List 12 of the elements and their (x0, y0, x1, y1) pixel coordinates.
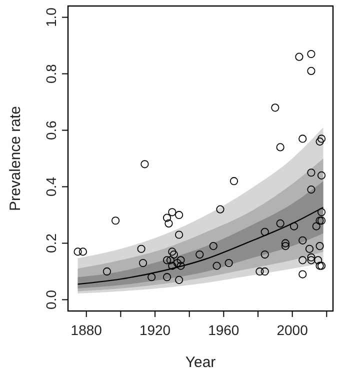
x-axis-title: Year (185, 354, 216, 371)
y-axis-title: Prevalence rate (7, 106, 24, 212)
y-tick-label: 0.2 (43, 233, 59, 253)
y-tick-label: 0.8 (43, 64, 59, 84)
x-tick-label: 1920 (139, 322, 171, 338)
y-tick-label: 0.0 (43, 290, 59, 310)
x-tick-label: 1880 (70, 322, 102, 338)
y-tick-label: 1.0 (43, 7, 59, 28)
x-tick-label: 2000 (276, 322, 308, 338)
x-tick-label: 1960 (208, 322, 240, 338)
y-tick-label: 0.6 (43, 120, 59, 140)
y-tick-label: 0.4 (43, 176, 59, 196)
